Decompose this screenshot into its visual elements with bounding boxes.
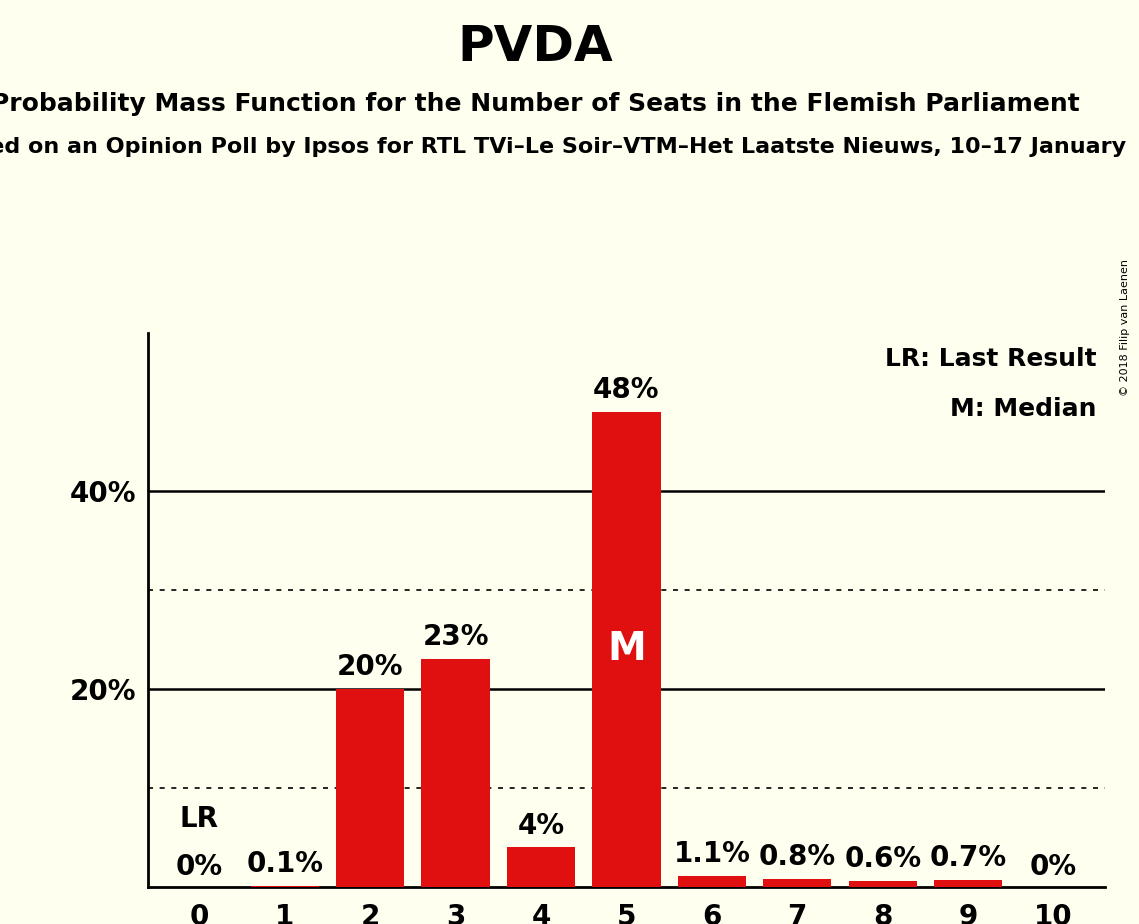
Bar [507,847,575,887]
Text: 0.1%: 0.1% [246,850,323,878]
Bar [763,879,831,887]
Bar [592,412,661,887]
Text: 0%: 0% [175,853,223,881]
Text: PVDA: PVDA [458,23,613,71]
Bar [678,876,746,887]
Text: M: Median: M: Median [950,397,1096,421]
Text: 1.1%: 1.1% [673,840,751,869]
Text: 0%: 0% [1030,853,1077,881]
Text: LR: LR [180,805,219,833]
Text: M: M [607,630,646,668]
Text: Based on an Opinion Poll by Ipsos for RTL TVi–Le Soir–VTM–Het Laatste Nieuws, 10: Based on an Opinion Poll by Ipsos for RT… [0,137,1126,157]
Text: LR: Last Result: LR: Last Result [885,347,1096,371]
Text: Probability Mass Function for the Number of Seats in the Flemish Parliament: Probability Mass Function for the Number… [0,92,1080,116]
Bar [934,880,1002,887]
Text: 0.7%: 0.7% [929,845,1007,872]
Bar [849,881,917,887]
Text: 4%: 4% [517,811,565,840]
Text: 20%: 20% [337,653,403,681]
Text: 0.6%: 0.6% [844,845,921,873]
Text: © 2018 Filip van Laenen: © 2018 Filip van Laenen [1120,259,1130,395]
Text: 48%: 48% [593,376,659,404]
Bar [336,689,404,887]
Bar [421,660,490,887]
Text: 23%: 23% [423,624,489,651]
Text: 0.8%: 0.8% [759,844,836,871]
Bar [251,886,319,887]
